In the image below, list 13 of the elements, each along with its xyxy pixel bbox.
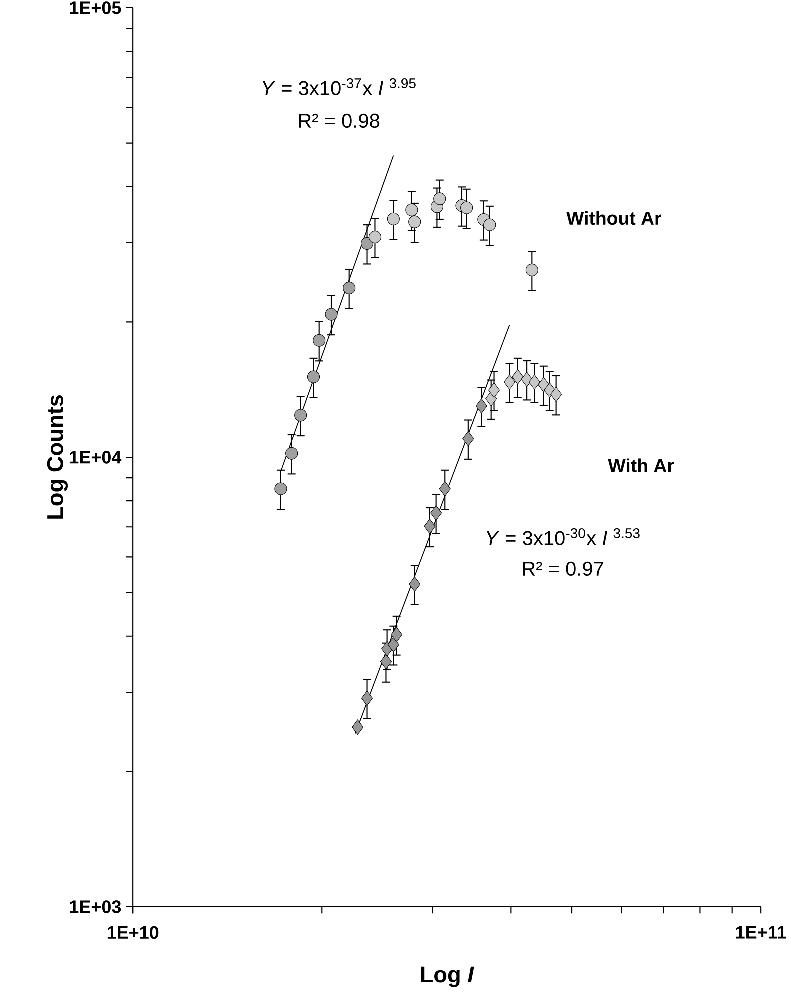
annotation: Y = 3x10$^{-30}$x I $^{3.53}$ (487, 528, 640, 546)
annotation: R² = 0.98 (299, 114, 380, 128)
x-tick-label: 1E+11 (736, 926, 786, 939)
y-tick-label: 1E+04 (70, 451, 122, 464)
annotation: R² = 0.97 (523, 562, 604, 576)
y-axis-title: Log Counts (47, 395, 68, 519)
x-axis-title: Log I (421, 966, 474, 988)
x-tick-label: 1E+10 (108, 926, 159, 940)
text: Without Ar (566, 211, 662, 226)
y-tick-label: 1E+03 (70, 900, 122, 914)
y-tick-label: 1E+05 (70, 2, 122, 14)
annotation: Y = 3x10$^{-37}$x I $^{3.95}$ (263, 78, 416, 96)
text: With Ar (608, 458, 674, 472)
